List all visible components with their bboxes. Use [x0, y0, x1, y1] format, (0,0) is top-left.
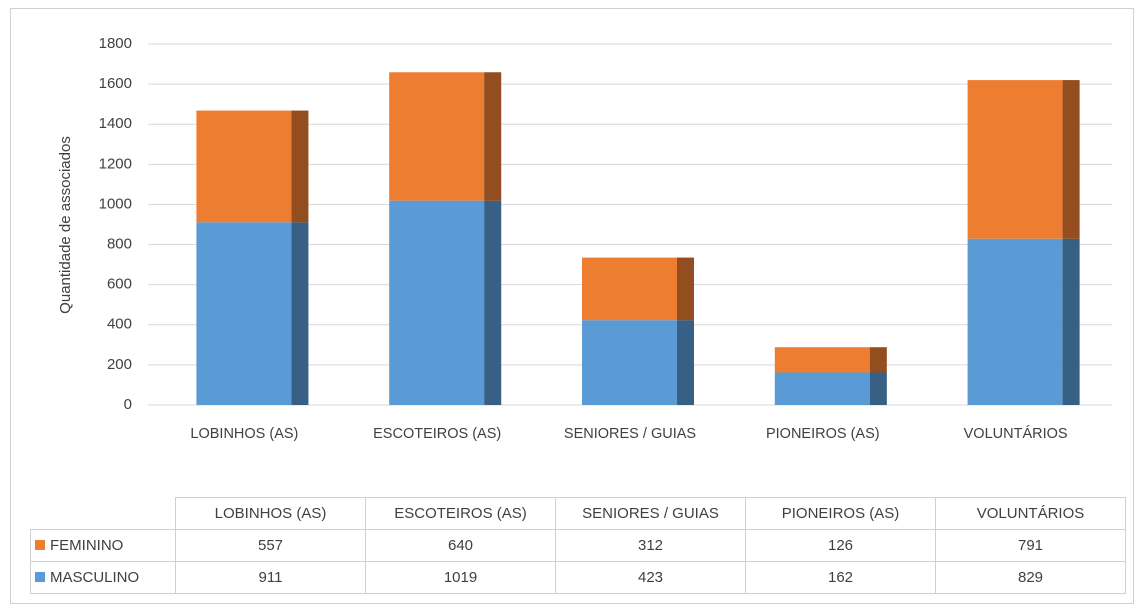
table-row: MASCULINO 911 1019 423 162 829 [30, 560, 1126, 594]
chart-frame [10, 8, 1134, 604]
table-value: 423 [555, 560, 746, 594]
bar-side [1062, 238, 1080, 405]
y-tick-label: 1200 [99, 155, 132, 172]
bar [196, 110, 292, 223]
bar-side-shade [1062, 238, 1080, 405]
table-header-cell: PIONEIROS (AS) [745, 497, 936, 530]
table-header-cell: ESCOTEIROS (AS) [365, 497, 556, 530]
y-tick-label: 1000 [99, 195, 132, 212]
bar-side-shade [677, 257, 694, 321]
table-value: 791 [935, 528, 1126, 562]
x-tick-label: PIONEIROS (AS) [765, 426, 880, 442]
bar [582, 257, 677, 321]
bar-side [1062, 80, 1080, 239]
table-header-row: LOBINHOS (AS) ESCOTEIROS (AS) SENIORES / G… [30, 497, 1126, 530]
table-value: 162 [745, 560, 936, 594]
table-header-cell: LOBINHOS (AS) [175, 497, 366, 530]
y-axis-label: Quantidade de associados [57, 136, 74, 314]
x-tick-label: ESCOTEIROS (AS) [373, 426, 502, 442]
bar-side [484, 200, 502, 405]
bar-side-shade [1062, 80, 1080, 239]
table-value: 829 [935, 560, 1126, 594]
bar [967, 238, 1063, 405]
bar-side [677, 257, 694, 321]
bar-side-shade [291, 222, 309, 405]
bar-side [869, 347, 887, 373]
bar-side-shade [291, 110, 309, 223]
table-value: 640 [365, 528, 556, 562]
table-value: 557 [175, 528, 366, 562]
table-value: 1019 [365, 560, 556, 594]
x-tick-label: SENIORES / GUIAS [563, 426, 697, 442]
bar-side-shade [484, 200, 502, 405]
table-value: 911 [175, 560, 366, 594]
bar-side [869, 372, 887, 405]
legend-label: FEMININO [50, 536, 124, 554]
bar [582, 320, 677, 405]
bar-side-shade [677, 320, 694, 405]
table-value: 312 [555, 528, 746, 562]
bar [389, 200, 485, 405]
legend-label: MASCULINO [50, 568, 140, 586]
y-tick-label: 800 [107, 236, 132, 253]
data-table: LOBINHOS (AS) ESCOTEIROS (AS) SENIORES / G… [30, 497, 1126, 594]
bar-side [291, 222, 309, 405]
bar [967, 80, 1063, 239]
bar-side-shade [869, 372, 887, 405]
table-corner [30, 497, 176, 530]
bar-side-shade [869, 347, 887, 373]
y-tick-label: 1800 [99, 35, 132, 52]
x-tick-label: LOBINHOS (AS) [190, 426, 299, 442]
x-tick-label: VOLUNTÁRIOS [963, 426, 1068, 442]
y-tick-label: 0 [124, 396, 132, 413]
legend-swatch [35, 571, 45, 582]
legend-swatch [35, 539, 45, 550]
table-header-cell: SENIORES / GUIAS [555, 497, 746, 530]
bar [389, 72, 485, 201]
y-tick-label: 600 [107, 276, 132, 293]
table-legend-cell: FEMININO [30, 528, 176, 562]
bar-side [677, 320, 694, 405]
bar [196, 222, 292, 405]
table-row: FEMININO 557 640 312 126 791 [30, 528, 1126, 562]
y-tick-label: 1600 [99, 75, 132, 92]
table-legend-cell: MASCULINO [30, 560, 176, 594]
bar-side-shade [484, 72, 502, 201]
y-tick-label: 1400 [99, 115, 132, 132]
y-tick-label: 400 [107, 316, 132, 333]
bar [774, 372, 870, 405]
bar-side [484, 72, 502, 201]
bar [774, 347, 870, 373]
table-header-cell: VOLUNTÁRIOS [935, 497, 1126, 530]
y-tick-label: 200 [107, 356, 132, 373]
bar-side [291, 110, 309, 223]
table-value: 126 [745, 528, 936, 562]
